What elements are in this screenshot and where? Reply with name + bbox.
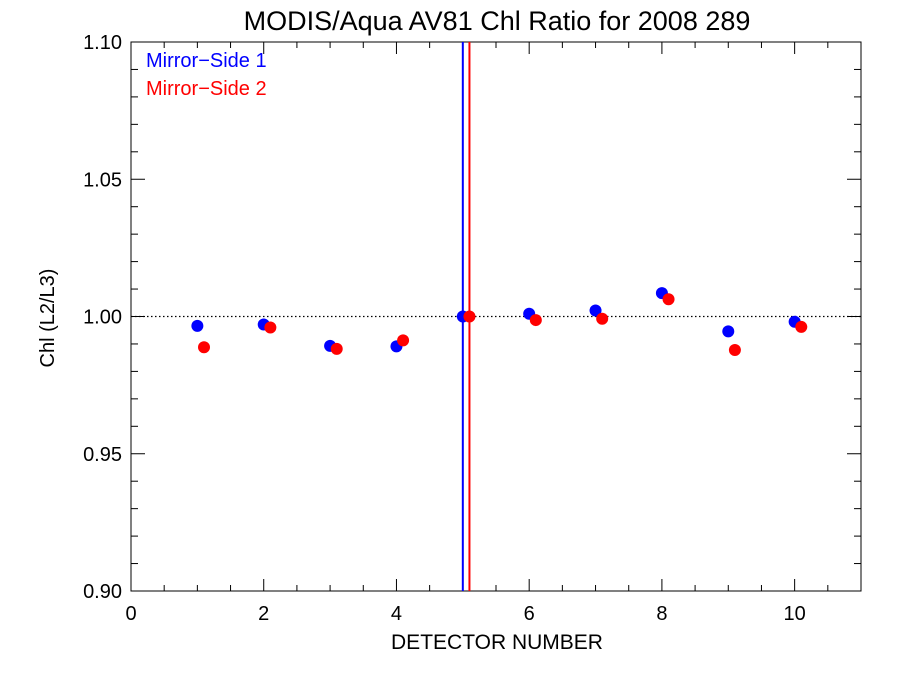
series-2-point: [662, 293, 675, 306]
y-tick-label: 0.95: [83, 444, 122, 466]
x-tick-label: 6: [524, 603, 535, 625]
series-2-point: [198, 341, 210, 354]
x-axis-label: DETECTOR NUMBER: [391, 631, 603, 654]
y-axis-label: Chl (L2/L3): [37, 269, 59, 368]
x-tick-label: 8: [656, 603, 667, 625]
legend-entry-mirror-side-1: Mirror−Side 1: [146, 50, 267, 72]
series-2-point: [728, 343, 741, 356]
x-tick-label: 4: [391, 603, 402, 625]
series-2-point: [264, 321, 277, 334]
y-tick-label: 1.05: [83, 169, 122, 191]
x-tick-label: 2: [258, 603, 269, 625]
series-2-point: [596, 312, 609, 325]
series-2-point: [463, 310, 476, 323]
series-2-point: [330, 342, 343, 355]
chart-title: MODIS/Aqua AV81 Chl Ratio for 2008 289: [244, 6, 751, 36]
legend-entry-mirror-side-2: Mirror−Side 2: [146, 78, 267, 100]
series-2-point: [529, 314, 542, 327]
x-tick-label: 10: [784, 603, 806, 625]
series-1-point: [191, 319, 204, 332]
y-tick-label: 1.00: [83, 307, 122, 329]
x-tick-label: 0: [125, 603, 136, 625]
series-1-point: [722, 325, 735, 338]
series-1-point: [589, 304, 602, 317]
series-2-point: [795, 320, 808, 333]
plot-area: 0 2 4 6 8 10 0.90 0.95 1.00 1.05 1.10: [83, 32, 862, 625]
y-tick-label: 0.90: [83, 581, 122, 603]
series-2-point: [397, 334, 410, 347]
y-tick-label: 1.10: [83, 32, 122, 54]
